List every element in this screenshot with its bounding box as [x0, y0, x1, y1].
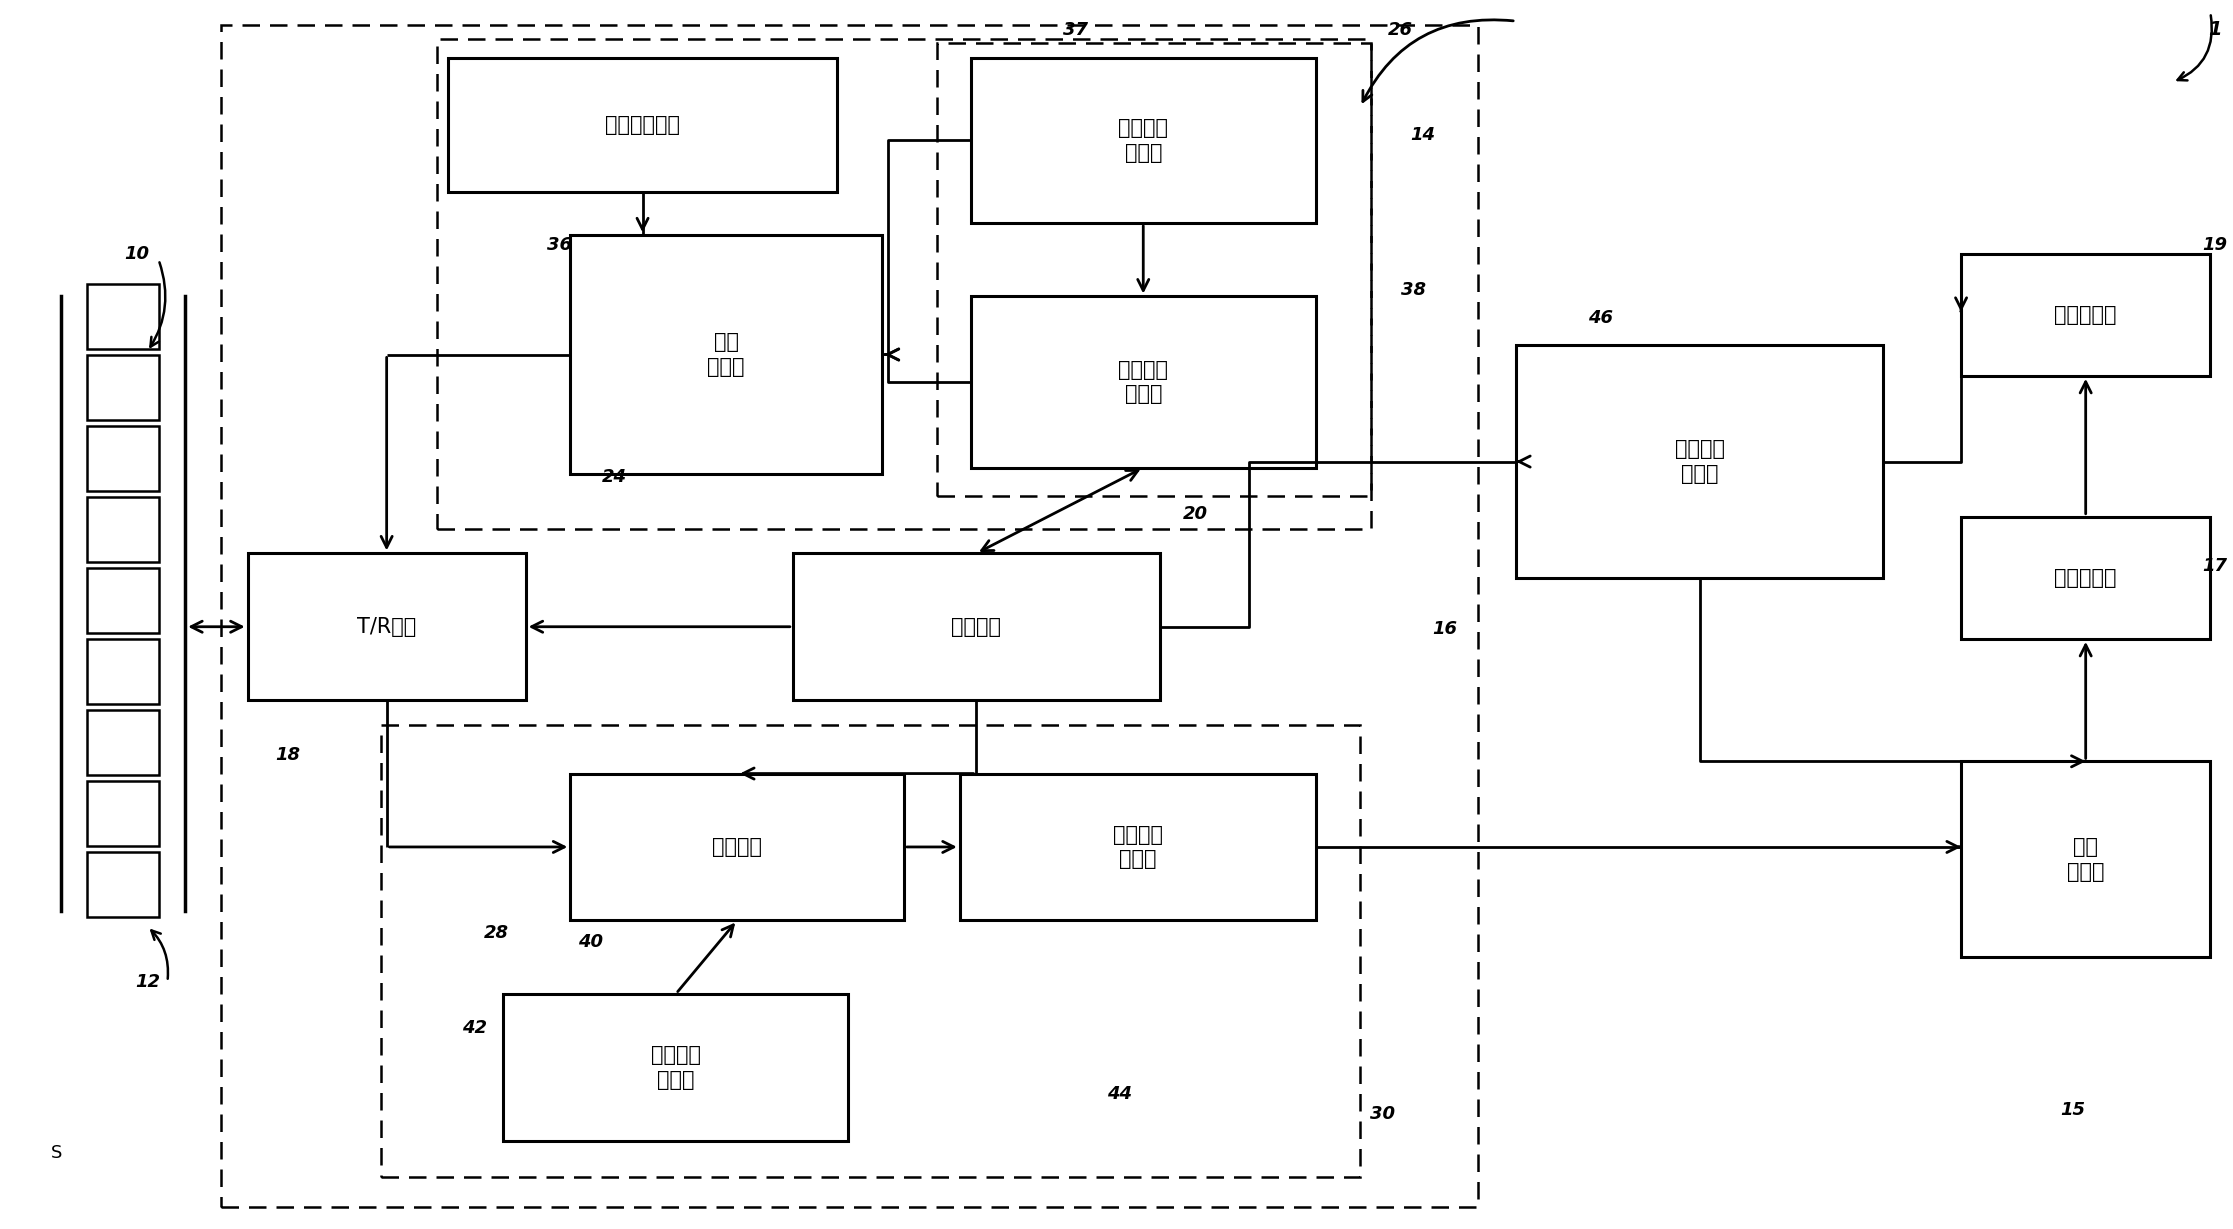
- FancyBboxPatch shape: [87, 639, 159, 704]
- Text: 脉冲
发生器: 脉冲 发生器: [708, 332, 746, 377]
- Text: 参数图像
产生器: 参数图像 产生器: [1675, 439, 1724, 484]
- Text: 主控制器: 主控制器: [951, 617, 1000, 637]
- Text: 16: 16: [1431, 621, 1458, 638]
- Text: 14: 14: [1409, 125, 1436, 144]
- FancyBboxPatch shape: [87, 568, 159, 633]
- Text: 40: 40: [578, 933, 603, 951]
- FancyBboxPatch shape: [87, 355, 159, 420]
- Text: 1: 1: [2208, 20, 2222, 39]
- FancyBboxPatch shape: [87, 852, 159, 917]
- Text: 42: 42: [462, 1019, 487, 1037]
- Text: 44: 44: [1108, 1085, 1132, 1104]
- FancyBboxPatch shape: [502, 994, 849, 1141]
- Text: 26: 26: [1387, 21, 1413, 38]
- Text: 15: 15: [2059, 1101, 2086, 1118]
- Text: 接收聚焦
延迟器: 接收聚焦 延迟器: [652, 1045, 701, 1090]
- FancyBboxPatch shape: [971, 58, 1315, 222]
- Text: 接收信道: 接收信道: [712, 837, 761, 857]
- Text: 28: 28: [485, 924, 509, 941]
- Text: 24: 24: [603, 468, 627, 487]
- FancyBboxPatch shape: [1516, 345, 1882, 578]
- Text: 19: 19: [2202, 236, 2226, 254]
- Text: 10: 10: [123, 245, 150, 263]
- FancyBboxPatch shape: [793, 553, 1159, 701]
- Text: 扫描
转换器: 扫描 转换器: [2068, 837, 2103, 881]
- Text: 36: 36: [547, 236, 572, 254]
- FancyBboxPatch shape: [960, 773, 1315, 921]
- FancyBboxPatch shape: [971, 296, 1315, 468]
- Text: 20: 20: [1183, 505, 1208, 524]
- FancyBboxPatch shape: [87, 710, 159, 774]
- FancyBboxPatch shape: [569, 235, 882, 474]
- Text: 38: 38: [1400, 281, 1427, 300]
- Text: 发送聚焦
延迟器: 发送聚焦 延迟器: [1119, 118, 1168, 162]
- Text: 变迹产生电路: 变迹产生电路: [605, 116, 681, 135]
- Text: 12: 12: [134, 972, 161, 991]
- FancyBboxPatch shape: [1961, 253, 2211, 376]
- FancyBboxPatch shape: [569, 773, 904, 921]
- FancyBboxPatch shape: [1961, 761, 2211, 957]
- Text: 视频处理器: 视频处理器: [2054, 568, 2117, 587]
- Text: S: S: [51, 1144, 63, 1161]
- FancyBboxPatch shape: [1961, 516, 2211, 639]
- FancyBboxPatch shape: [87, 426, 159, 490]
- FancyBboxPatch shape: [87, 284, 159, 349]
- Text: 37: 37: [1063, 21, 1087, 38]
- Text: 30: 30: [1371, 1105, 1396, 1122]
- Text: T/R开关: T/R开关: [357, 617, 415, 637]
- Text: 发送序列
存储器: 发送序列 存储器: [1119, 360, 1168, 404]
- FancyBboxPatch shape: [87, 780, 159, 846]
- FancyBboxPatch shape: [87, 497, 159, 562]
- FancyBboxPatch shape: [449, 58, 837, 193]
- Text: 接收波束
加法器: 接收波束 加法器: [1112, 825, 1163, 869]
- Text: 46: 46: [1588, 310, 1612, 327]
- Text: 18: 18: [275, 746, 299, 764]
- FancyBboxPatch shape: [248, 553, 525, 701]
- Text: 17: 17: [2202, 557, 2226, 575]
- Text: 显示监视器: 显示监视器: [2054, 305, 2117, 324]
